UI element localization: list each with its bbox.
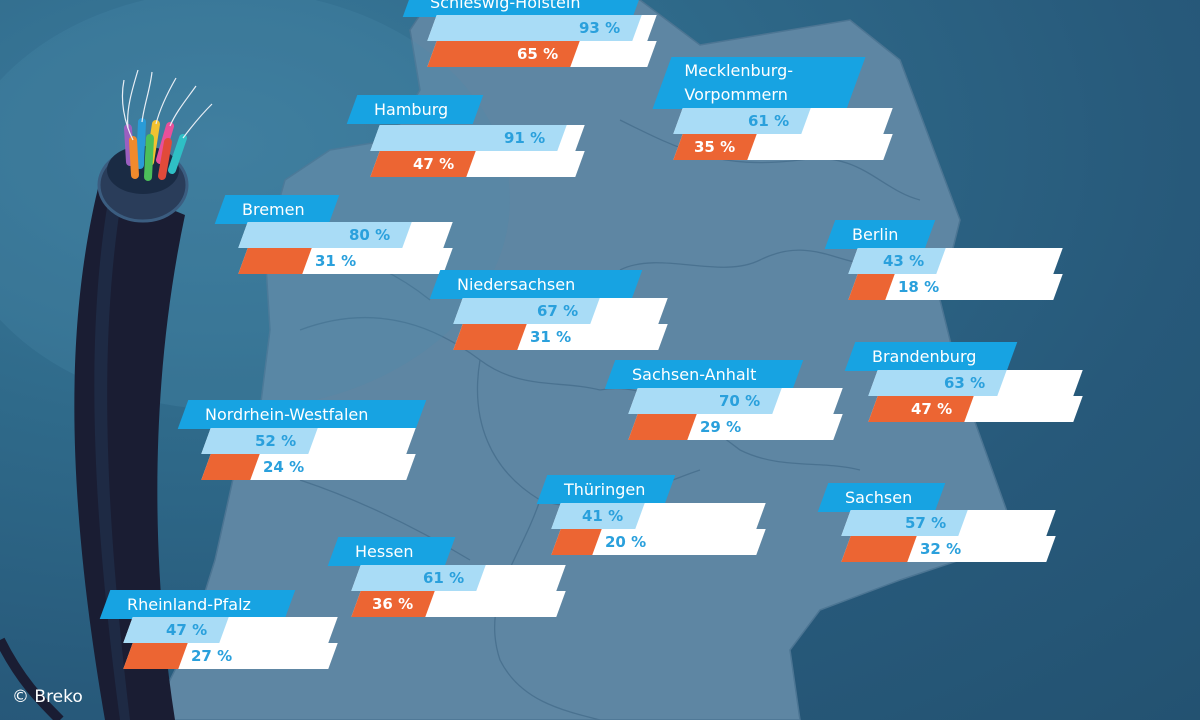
data-label-series2-hamburg: 47 % xyxy=(413,155,455,173)
data-label-series1-sachsen-anhalt: 70 % xyxy=(719,392,761,410)
state-label-bremen: Bremen xyxy=(214,195,340,224)
state-label-nordrhein-westfalen: Nordrhein-Westfalen xyxy=(177,400,427,429)
data-label-series2-bremen: 31 % xyxy=(315,252,357,270)
state-label-text: Berlin xyxy=(852,225,899,244)
data-label-series1-brandenburg: 63 % xyxy=(944,374,986,392)
data-label-series2-thuringen: 20 % xyxy=(605,533,647,551)
data-label-series2-hessen: 36 % xyxy=(372,595,414,613)
data-label-series2-sachsen-anhalt: 29 % xyxy=(700,418,742,436)
bar-series1-mecklenburg-vorpommern: 61 % xyxy=(673,108,811,134)
bar-series1-bremen: 80 % xyxy=(238,222,412,248)
bar-series2-sachsen-anhalt: 29 % xyxy=(628,414,741,440)
state-label-text: Thüringen xyxy=(564,480,646,499)
data-label-series1-rheinland-pfalz: 47 % xyxy=(166,621,208,639)
state-label-thuringen: Thüringen xyxy=(536,475,676,504)
state-label-sachsen: Sachsen xyxy=(817,483,946,512)
state-label-text: Mecklenburg- Vorpommern xyxy=(684,61,794,104)
bar-series1-niedersachsen: 67 % xyxy=(453,298,600,324)
bar-series2-nordrhein-westfalen: 24 % xyxy=(201,454,304,480)
state-label-mecklenburg-vorpommern: Mecklenburg- Vorpommern xyxy=(652,57,866,109)
bar-series2-rheinland-pfalz: 27 % xyxy=(123,643,232,669)
bar-series1-nordrhein-westfalen: 52 % xyxy=(201,428,318,454)
data-label-series2-rheinland-pfalz: 27 % xyxy=(191,647,233,665)
bar-series1-hamburg: 91 % xyxy=(370,125,567,151)
bar-series2-sachsen: 32 % xyxy=(841,536,961,562)
state-label-text: Sachsen xyxy=(845,488,913,507)
data-label-series1-sachsen: 57 % xyxy=(905,514,947,532)
state-label-hessen: Hessen xyxy=(327,537,456,566)
fiber-strands xyxy=(124,118,187,181)
bar-series1-sachsen-anhalt: 70 % xyxy=(628,388,782,414)
data-label-series2-berlin: 18 % xyxy=(898,278,940,296)
data-label-series1-thuringen: 41 % xyxy=(582,507,624,525)
state-label-text: Nordrhein-Westfalen xyxy=(205,405,369,424)
data-label-series2-brandenburg: 47 % xyxy=(911,400,953,418)
state-label-text: Niedersachsen xyxy=(457,275,576,294)
credit-text: © Breko xyxy=(12,687,83,707)
state-label-text: Hessen xyxy=(355,542,414,561)
state-label-text: Hamburg xyxy=(374,100,449,119)
bar-series2-schleswig-holstein: 65 % xyxy=(427,41,580,67)
bar-series1-sachsen: 57 % xyxy=(841,510,968,536)
data-label-series1-hamburg: 91 % xyxy=(504,129,546,147)
data-label-series1-schleswig-holstein: 93 % xyxy=(579,19,621,37)
bar-series1-schleswig-holstein: 93 % xyxy=(427,15,642,41)
bar-series2-bremen: 31 % xyxy=(238,248,356,274)
state-label-niedersachsen: Niedersachsen xyxy=(429,270,643,299)
data-label-series1-nordrhein-westfalen: 52 % xyxy=(255,432,297,450)
data-label-series2-niedersachsen: 31 % xyxy=(530,328,572,346)
state-label-text: Sachsen-Anhalt xyxy=(632,365,757,384)
data-label-series2-mecklenburg-vorpommern: 35 % xyxy=(694,138,736,156)
state-label-sachsen-anhalt: Sachsen-Anhalt xyxy=(604,360,804,389)
data-label-series1-niedersachsen: 67 % xyxy=(537,302,579,320)
bar-series1-thuringen: 41 % xyxy=(551,503,645,529)
data-label-series1-bremen: 80 % xyxy=(349,226,391,244)
bar-series1-rheinland-pfalz: 47 % xyxy=(123,617,229,643)
fiber-cable-jacket xyxy=(94,190,130,720)
bar-series2-brandenburg: 47 % xyxy=(868,396,974,422)
cable-outer-arc xyxy=(0,637,64,720)
state-label-rheinland-pfalz: Rheinland-Pfalz xyxy=(99,590,296,619)
data-label-series2-schleswig-holstein: 65 % xyxy=(517,45,559,63)
bar-series2-hessen: 36 % xyxy=(351,591,435,617)
state-label-berlin: Berlin xyxy=(824,220,936,249)
bar-series2-mecklenburg-vorpommern: 35 % xyxy=(673,134,757,160)
bar-series1-berlin: 43 % xyxy=(848,248,946,274)
state-label-hamburg: Hamburg xyxy=(346,95,484,124)
fiber-threads xyxy=(121,69,213,141)
bar-series1-hessen: 61 % xyxy=(351,565,486,591)
data-label-series1-berlin: 43 % xyxy=(883,252,925,270)
data-label-series2-nordrhein-westfalen: 24 % xyxy=(263,458,305,476)
bar-series1-brandenburg: 63 % xyxy=(868,370,1007,396)
data-label-series2-sachsen: 32 % xyxy=(920,540,962,558)
bar-series2-niedersachsen: 31 % xyxy=(453,324,571,350)
state-label-text: Rheinland-Pfalz xyxy=(127,595,251,614)
state-label-brandenburg: Brandenburg xyxy=(844,342,1018,371)
data-label-series1-mecklenburg-vorpommern: 61 % xyxy=(748,112,790,130)
state-label-text: Bremen xyxy=(242,200,305,219)
data-label-series1-hessen: 61 % xyxy=(423,569,465,587)
state-label-text: Brandenburg xyxy=(872,347,977,366)
bar-series2-hamburg: 47 % xyxy=(370,151,476,177)
